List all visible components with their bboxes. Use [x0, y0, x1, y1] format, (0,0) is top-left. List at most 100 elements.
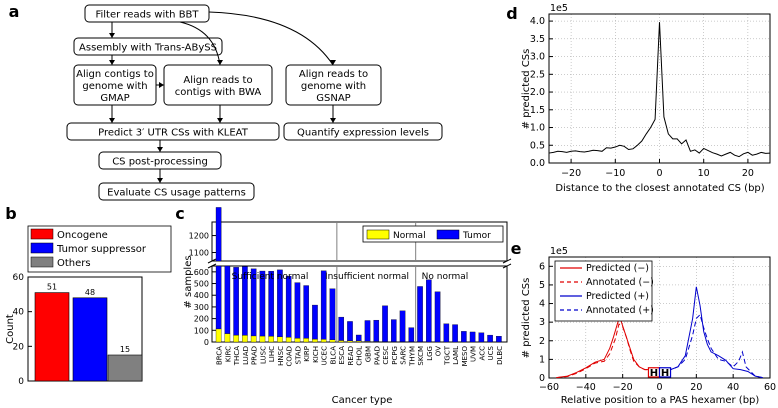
- scale-label-e: 1e5: [550, 246, 568, 257]
- bar-c-normal-PRAD: [250, 335, 257, 343]
- panel-label-e: e: [511, 239, 522, 258]
- arrowhead: [109, 118, 115, 123]
- xtick-label-c: UCEC: [321, 346, 329, 365]
- xtick-label-c: LIHC: [268, 346, 276, 362]
- xtick-label-c: UCS: [487, 345, 495, 360]
- bar-value-label-b: 48: [85, 288, 95, 297]
- bar-c-normal-UCEC: [320, 339, 327, 343]
- xtick-label-c: READ: [347, 346, 355, 365]
- series-line-e-3: [659, 313, 763, 379]
- xtick-label-c: LGG: [426, 346, 434, 361]
- bar-c-normal-LIHC: [268, 336, 274, 343]
- ylabel-b: Count: [5, 314, 16, 344]
- xtick-label-d: 0: [656, 168, 662, 179]
- ytick-label-d: 1.5: [530, 105, 545, 116]
- bar-c-tumor-LIHC: [268, 270, 274, 337]
- ytick-label-d: 2.0: [530, 87, 545, 98]
- xtick-label-c: THCA: [233, 346, 241, 366]
- xlabel-c: Cancer type: [332, 395, 393, 406]
- xtick-label-c: OV: [435, 346, 443, 356]
- ytick-label-d: 2.5: [530, 69, 545, 80]
- bar-c-tumor-CESC: [382, 305, 388, 342]
- flow-node-abyss: [73, 37, 223, 56]
- xtick-label-c: KIRC: [224, 346, 232, 362]
- bar-c-normal-KIRC: [224, 333, 231, 343]
- bar-c-tumor-ESCA: [338, 316, 345, 341]
- ytick-label-d: 1.0: [530, 123, 545, 134]
- bar-c-tumor-PRAD: [250, 268, 257, 337]
- bar-value-label-b: 51: [47, 283, 57, 292]
- arrow-bbt-gsnap: [208, 11, 334, 66]
- xtick-label-c: CHOL: [356, 346, 364, 366]
- xtick-label-c: LAML: [452, 346, 460, 365]
- xtick-label-c: TGCT: [443, 345, 451, 366]
- panel-label-d: d: [506, 4, 517, 23]
- flow-node-text-gsnap: genome with: [301, 81, 366, 92]
- bar-c-tumor-UVM: [469, 331, 476, 343]
- arrowhead: [157, 178, 163, 183]
- ytick-label-c: 200: [194, 315, 209, 324]
- ytick-label-b: 60: [13, 273, 25, 283]
- ytick-label-e: 2: [539, 336, 545, 347]
- xtick-label-c: LUSC: [259, 346, 267, 364]
- flow-node-kleat: [66, 122, 280, 141]
- bar-c-tumor-LUSC: [259, 270, 266, 337]
- flow-node-quant: [283, 122, 443, 141]
- panel-label-a: a: [9, 2, 20, 21]
- xtick-label-c: KICH: [312, 346, 320, 363]
- xtick-label-c: CESC: [382, 346, 390, 365]
- xtick-label-c: LUAD: [242, 346, 250, 365]
- arrowhead: [217, 60, 223, 65]
- bar-c-normal-READ: [347, 340, 353, 343]
- bar-c-tumor-CHOL: [355, 334, 362, 342]
- xtick-label-c: ACC: [478, 346, 486, 361]
- xtick-label-c: PAAD: [373, 346, 381, 365]
- bar-c-tumor-COAD: [285, 276, 292, 338]
- hexamer-label-0: H: [650, 368, 658, 379]
- series-line-e-2: [659, 286, 763, 379]
- flow-node-text-post: CS post-processing: [112, 157, 208, 168]
- xtick-label-c: SKCM: [417, 346, 425, 366]
- xtick-label-c: COAD: [286, 346, 294, 366]
- bar-c-tumor-upper-BRCA: [215, 207, 222, 262]
- legend-swatch-tumor: [436, 229, 460, 240]
- arrowhead: [217, 118, 223, 123]
- xtick-label-c: BRCA: [216, 346, 224, 365]
- ytick-label-c: 500: [194, 280, 209, 289]
- bar-c-tumor-BRCA: [215, 265, 222, 330]
- flow-node-text-gmap: Align contigs to: [76, 69, 154, 80]
- flow-node-text-gsnap: Align reads to: [299, 69, 368, 80]
- bar-b-oncogene: [34, 292, 70, 382]
- xtick-label-c: SARC: [400, 346, 408, 365]
- flow-node-text-eval: Evaluate CS usage patterns: [107, 188, 246, 199]
- bar-c-tumor-STAD: [294, 282, 301, 339]
- group-label-c: Sufficient normal: [232, 272, 309, 282]
- legend-label-e: Annotated (−): [586, 277, 654, 288]
- bar-c-tumor-PCPG: [391, 319, 397, 342]
- bar-b-tumor-suppressor: [72, 297, 108, 382]
- xtick-label-e: 60: [764, 382, 776, 393]
- axis-break-mark: [502, 263, 512, 269]
- legend-label: Tumor suppressor: [56, 244, 147, 255]
- xtick-label-c: PCPG: [391, 346, 399, 365]
- panel-label-c: c: [175, 204, 184, 223]
- ytick-label-e: 1: [539, 354, 545, 365]
- ytick-label-d: 0.5: [530, 140, 545, 151]
- bar-c-normal-ESCA: [338, 340, 345, 343]
- xtick-label-c: UVM: [470, 346, 478, 362]
- ylabel-c: # samples: [183, 255, 194, 308]
- flow-node-text-bwa: contigs with BWA: [175, 87, 262, 98]
- xtick-label-c: MESO: [461, 346, 469, 367]
- flow-node-text-abyss: Assembly with Trans-ABySS: [79, 43, 217, 54]
- axis-break-mark: [502, 258, 512, 264]
- bar-c-tumor-DLBC: [496, 336, 502, 343]
- bar-c-tumor-GBM: [364, 320, 371, 342]
- ylabel-d: # predicted CSs: [521, 49, 532, 130]
- xtick-label-c: BLCA: [329, 346, 337, 365]
- bar-c-normal-BRCA: [215, 328, 222, 343]
- arrowhead: [159, 82, 164, 88]
- xlabel-d: Distance to the closest annotated CS (bp…: [555, 183, 764, 194]
- plot-frame-c-upper: [211, 221, 508, 262]
- flow-node-text-gmap: genome with: [82, 81, 147, 92]
